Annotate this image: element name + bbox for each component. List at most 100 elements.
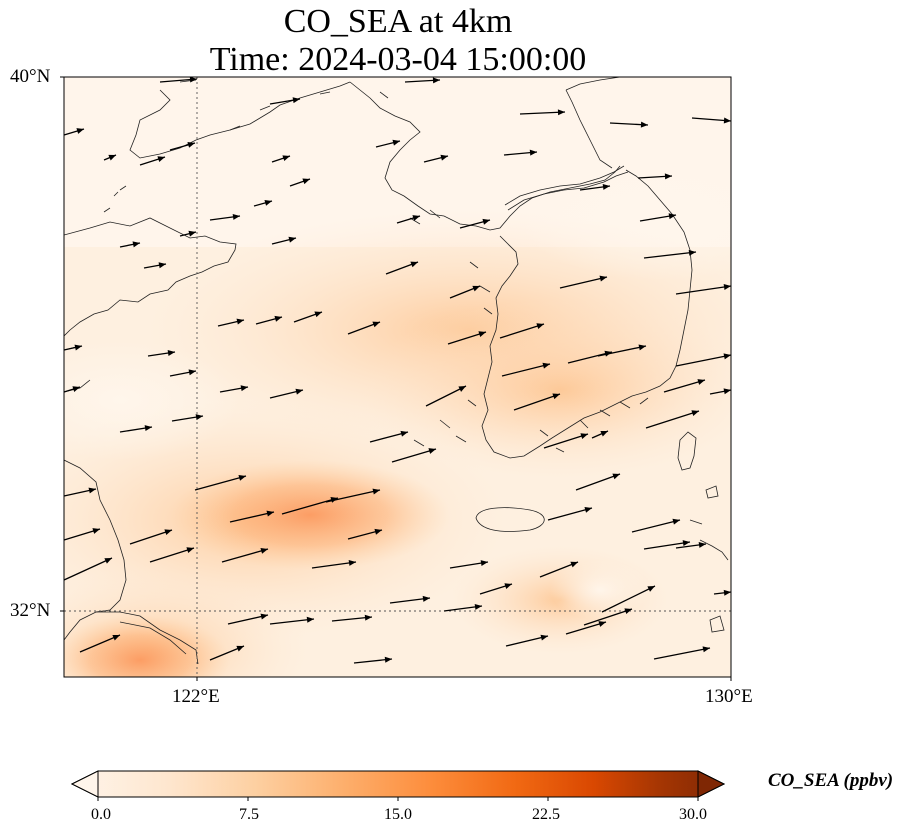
- wind-arrowhead: [422, 595, 430, 602]
- wind-arrow: [583, 608, 633, 626]
- map-gridlines: [64, 77, 731, 677]
- wind-arrowhead: [552, 393, 560, 400]
- wind-arrowhead: [108, 154, 116, 161]
- wind-arrowhead: [668, 213, 676, 220]
- wind-arrow: [311, 561, 357, 569]
- wind-arrowhead: [723, 117, 731, 124]
- wind-arrowhead: [647, 586, 655, 592]
- wind-arrow: [675, 354, 732, 367]
- wind-arrowhead: [374, 528, 382, 535]
- wind-arrowhead: [288, 236, 296, 243]
- colorbar: [70, 770, 726, 801]
- wind-arrowhead: [602, 183, 610, 190]
- wind-arrowhead: [314, 311, 322, 318]
- wind-arrow: [663, 379, 706, 393]
- wind-arrowhead: [723, 589, 731, 596]
- wind-arrowhead: [612, 473, 620, 480]
- wind-arrow: [631, 519, 681, 533]
- wind-arrowhead: [188, 230, 196, 237]
- wind-arrowhead: [723, 388, 731, 395]
- wind-arrowhead: [274, 315, 282, 322]
- wind-arrowhead: [186, 547, 194, 553]
- wind-arrowhead: [164, 529, 172, 536]
- wind-arrowhead: [504, 583, 512, 589]
- wind-arrowhead: [384, 656, 392, 663]
- wind-arrowhead: [638, 344, 646, 351]
- wind-arrowhead: [167, 350, 175, 356]
- wind-arrowhead: [691, 410, 699, 416]
- wind-arrow: [513, 393, 561, 411]
- wind-arrow: [221, 548, 269, 563]
- map-frame: [63, 76, 732, 678]
- wind-arrowhead: [264, 199, 272, 206]
- wind-arrow: [547, 507, 593, 521]
- lon-label-130e: 130°E: [705, 686, 753, 707]
- wind-arrowhead: [474, 603, 482, 610]
- wind-arrow: [643, 541, 691, 550]
- wind-arrowhead: [540, 634, 548, 641]
- colorbar-tick: 0.0: [91, 806, 111, 823]
- wind-arrow: [543, 433, 589, 449]
- wind-arrow: [269, 618, 315, 625]
- wind-arrow: [501, 363, 551, 377]
- wind-arrowhead: [238, 474, 246, 481]
- wind-arrowhead: [536, 323, 544, 329]
- wind-arrowhead: [702, 646, 710, 653]
- wind-arrow: [79, 634, 121, 653]
- wind-arrowhead: [600, 431, 608, 437]
- wind-arrowhead: [698, 541, 706, 548]
- wind-arrowhead: [542, 362, 550, 369]
- wind-arrowhead: [112, 634, 120, 641]
- wind-arrowhead: [348, 559, 356, 566]
- map-title-line2: Time: 2024-03-04 15:00:00: [209, 41, 587, 78]
- wind-arrowhead: [260, 548, 268, 554]
- wind-arrowhead: [74, 344, 82, 351]
- wind-arrowhead: [302, 178, 310, 185]
- colorbar-tick: 30.0: [679, 806, 707, 823]
- wind-arrowhead: [195, 414, 203, 421]
- wind-arrow: [229, 511, 275, 523]
- lat-label-40n: 40°N: [10, 66, 51, 87]
- wind-arrowhead: [392, 139, 400, 146]
- wind-arrow: [643, 251, 697, 259]
- wind-arrowhead: [458, 386, 466, 392]
- wind-arrowhead: [440, 154, 448, 161]
- wind-arrowhead: [158, 262, 166, 269]
- wind-arrowhead: [478, 331, 486, 337]
- wind-arrow: [645, 410, 700, 429]
- wind-arrowhead: [260, 613, 268, 620]
- wind-arrowhead: [410, 261, 418, 268]
- wind-arrow: [675, 285, 732, 295]
- wind-arrowhead: [598, 621, 606, 627]
- wind-arrow: [653, 647, 711, 660]
- wind-arrowhead: [76, 128, 84, 134]
- wind-arrowhead: [157, 156, 165, 162]
- wind-arrowhead: [697, 379, 705, 385]
- colorbar-label: CO_SEA (ppbv): [768, 770, 894, 791]
- wind-arrowhead: [529, 149, 537, 156]
- wind-arrowhead: [599, 275, 607, 282]
- wind-arrowhead: [240, 385, 248, 392]
- lat-label-32n: 32°N: [10, 600, 51, 621]
- concentration-field: [64, 77, 731, 677]
- wind-arrowhead: [372, 488, 380, 495]
- wind-arrowhead: [92, 528, 100, 534]
- wind-arrow: [559, 276, 608, 289]
- wind-arrowhead: [672, 518, 680, 525]
- wind-arrowhead: [412, 215, 420, 221]
- wind-vectors: [63, 76, 732, 664]
- colorbar-tick: 7.5: [239, 806, 259, 823]
- wind-arrowhead: [188, 369, 196, 376]
- wind-arrowhead: [428, 448, 436, 454]
- wind-arrowhead: [282, 155, 290, 162]
- wind-arrowhead: [682, 540, 690, 547]
- wind-arrowhead: [372, 321, 380, 328]
- wind-arrowhead: [723, 353, 731, 360]
- wind-arrowhead: [187, 141, 195, 148]
- wind-arrowhead: [570, 561, 578, 568]
- wind-arrowhead: [104, 558, 112, 564]
- colorbar-tick: 15.0: [384, 806, 412, 823]
- wind-arrow: [194, 475, 247, 491]
- wind-arrowhead: [232, 213, 240, 220]
